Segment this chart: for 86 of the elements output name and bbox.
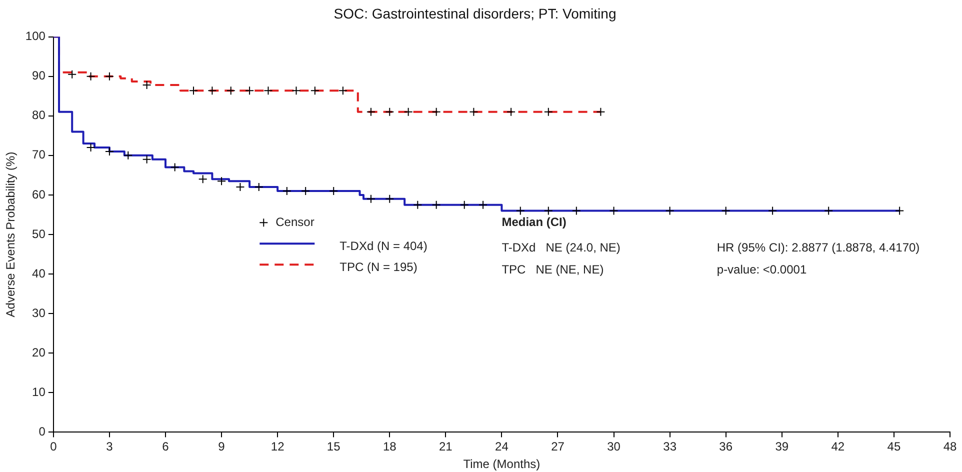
point <box>86 72 96 81</box>
point <box>506 107 516 116</box>
point <box>217 176 226 186</box>
point <box>385 107 394 116</box>
legend-label: TPC (N = 195) <box>340 260 418 274</box>
y-tick-label: 0 <box>38 424 46 439</box>
annotation: HR (95% CI): 2.8877 (1.8878, 4.4170) <box>716 240 920 255</box>
point <box>198 174 208 184</box>
y-tick-label: 20 <box>32 345 46 360</box>
x-tick-label: 3 <box>106 440 114 454</box>
y-tick-label: 50 <box>32 226 46 241</box>
point <box>142 154 152 164</box>
point <box>366 107 376 116</box>
point <box>432 107 441 116</box>
point <box>282 186 292 196</box>
point <box>768 206 778 216</box>
point <box>310 86 320 96</box>
x-tick-label: 39 <box>775 440 789 454</box>
annotation: TPC NE (NE, NE) <box>502 262 604 276</box>
y-tick-label: 60 <box>32 187 46 202</box>
y-tick-label: 90 <box>32 68 46 83</box>
point <box>432 200 441 210</box>
x-tick-label: 36 <box>719 440 733 454</box>
y-tick-label: 70 <box>32 148 46 162</box>
x-tick-label: 15 <box>326 440 341 454</box>
point <box>189 86 198 96</box>
point <box>544 107 553 116</box>
point <box>329 186 338 196</box>
point <box>292 86 301 96</box>
legend-label: Censor <box>276 214 314 229</box>
y-tick-label: 30 <box>32 306 46 320</box>
point <box>68 70 77 79</box>
point <box>245 86 254 96</box>
point <box>124 150 133 160</box>
y-axis-title: Adverse Events Probability (%) <box>4 152 18 318</box>
point <box>338 86 348 96</box>
point <box>609 206 618 216</box>
point <box>516 206 525 216</box>
y-tick-label: 80 <box>32 108 46 122</box>
y-tick-label: 100 <box>25 29 46 44</box>
x-tick-label: 18 <box>382 440 397 454</box>
legend-label: T-DXd (N = 404) <box>340 238 428 253</box>
point <box>226 86 236 96</box>
x-tick-label: 12 <box>270 440 285 454</box>
point <box>469 107 478 116</box>
point <box>104 72 114 81</box>
point <box>86 143 96 152</box>
x-tick-label: 30 <box>607 440 621 454</box>
point <box>572 206 581 216</box>
point <box>721 206 730 216</box>
point <box>824 206 834 216</box>
point <box>208 86 217 96</box>
x-tick-label: 24 <box>495 440 509 454</box>
point <box>665 206 674 216</box>
x-tick-label: 27 <box>551 440 565 454</box>
point <box>413 200 422 210</box>
annotation: T-DXd NE (24.0, NE) <box>502 240 620 255</box>
x-tick-label: 9 <box>218 440 226 454</box>
x-tick-label: 0 <box>50 440 58 454</box>
chart-title: SOC: Gastrointestinal disorders; PT: Vomiting <box>334 5 616 22</box>
point <box>544 206 553 216</box>
point <box>404 107 413 116</box>
y-tick-label: 10 <box>32 384 46 399</box>
x-tick-label: 21 <box>438 440 453 454</box>
x-tick-label: 33 <box>663 440 677 454</box>
point <box>385 194 394 204</box>
point <box>236 182 245 192</box>
point <box>460 200 469 210</box>
point <box>366 194 376 204</box>
x-axis-title: Time (Months) <box>463 457 540 472</box>
annotation: Median (CI) <box>502 214 566 229</box>
point <box>264 86 273 96</box>
point <box>895 206 904 216</box>
x-tick-label: 42 <box>831 440 845 454</box>
point <box>104 146 114 156</box>
point <box>478 200 488 210</box>
x-tick-label: 45 <box>887 440 901 454</box>
point <box>142 80 152 90</box>
point <box>170 162 180 172</box>
x-tick-label: 6 <box>162 440 170 454</box>
y-tick-label: 40 <box>32 266 46 280</box>
point <box>301 186 310 196</box>
x-tick-label: 48 <box>943 440 957 454</box>
point <box>596 107 606 116</box>
point <box>254 182 264 192</box>
annotation: p-value: <0.0001 <box>716 262 807 276</box>
